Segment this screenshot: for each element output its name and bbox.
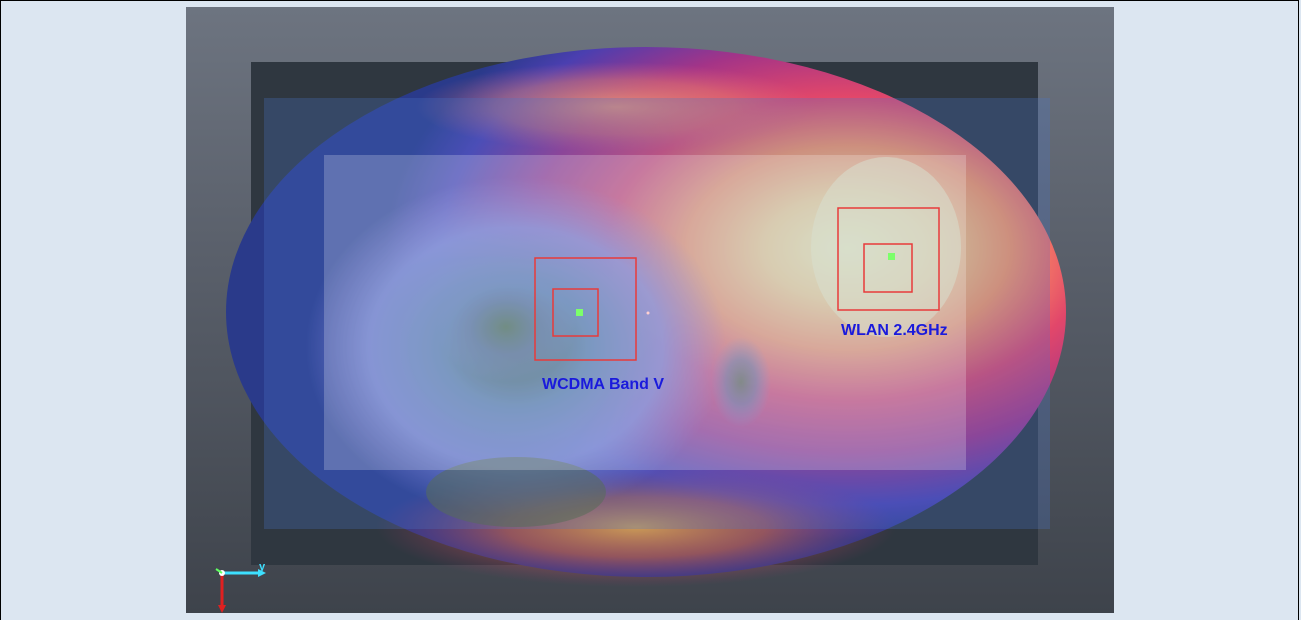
axis-y-label: y — [259, 561, 266, 573]
field-contour-dark — [426, 457, 606, 527]
sar-heatmap — [226, 47, 1066, 587]
wlan-label: WLAN 2.4GHz — [841, 322, 948, 339]
wlan-area-scan-box — [837, 207, 940, 311]
wlan-zoom-scan-box — [863, 243, 913, 293]
field-contour-minimum-2 — [711, 337, 771, 427]
wcdma-zoom-scan-box — [552, 288, 599, 337]
axis-triad-icon — [215, 568, 266, 613]
wcdma-peak-marker — [576, 309, 583, 316]
wcdma-band-label: WCDMA Band V — [542, 376, 665, 393]
scan-plane-coarse — [264, 98, 1050, 529]
field-contour-peak — [811, 157, 961, 337]
center-marker — [646, 311, 650, 315]
scan-plane-phone — [324, 155, 966, 470]
field-contour-minimum — [436, 272, 576, 382]
sar-scan-viewport: WCDMA Band V WLAN 2.4GHz y — [186, 7, 1114, 613]
wcdma-area-scan-box — [534, 257, 637, 361]
field-contour-top — [416, 62, 816, 152]
wlan-peak-marker — [888, 253, 895, 260]
